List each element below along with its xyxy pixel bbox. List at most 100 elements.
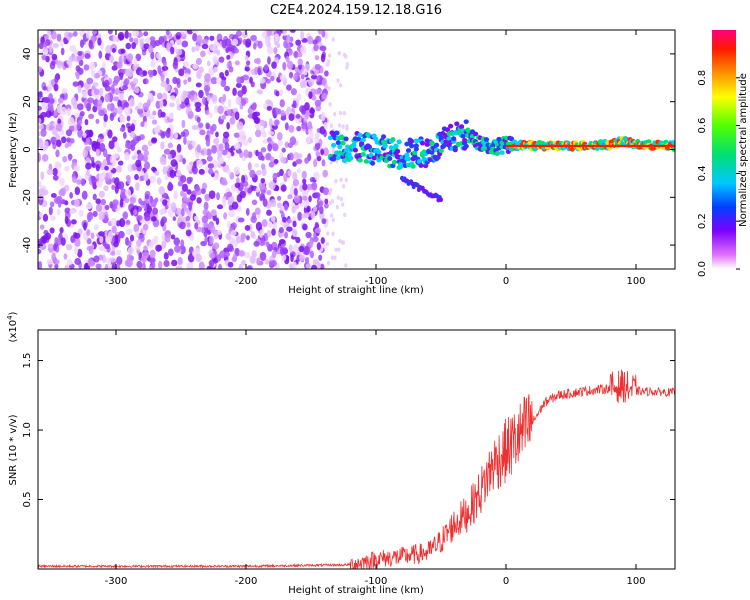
spectrogram-noise-cell	[124, 152, 130, 161]
spectrogram-noise-cell	[48, 206, 53, 216]
spectrogram-noise-cell	[127, 240, 132, 247]
spectrogram-noise-cell	[288, 152, 294, 161]
spectrogram-noise-cell	[88, 245, 94, 255]
spectrogram-noise-cell	[266, 189, 272, 196]
spectrogram-noise-cell	[236, 76, 242, 84]
spectrogram-noise-cell	[302, 178, 307, 185]
spectrogram-noise-cell	[276, 172, 281, 178]
spectrogram-noise-cell	[193, 215, 199, 221]
spectrogram-noise-cell	[277, 139, 283, 147]
spectrogram-noise-cell	[263, 30, 268, 36]
spectrogram-noise-cell	[247, 162, 252, 171]
spectrogram-noise-cell	[196, 159, 203, 168]
spectrogram-y-tick-label: -40	[22, 237, 33, 253]
spectrogram-noise-cell	[65, 129, 73, 137]
spectrogram-noise-cell	[201, 38, 209, 45]
spectrogram-noise-cell	[155, 244, 162, 252]
spectrogram-noise-cell	[280, 115, 287, 121]
spectrogram-noise-cell	[335, 205, 340, 210]
spectrogram-noise-cell	[179, 103, 186, 109]
spectrogram-noise-cell	[282, 30, 287, 37]
spectrogram-tone-cell	[429, 140, 435, 146]
spectrogram-noise-cell	[159, 209, 163, 216]
spectrogram-noise-cell	[161, 92, 168, 102]
spectrogram-noise-cell	[169, 169, 176, 179]
spectrogram-noise-cell	[155, 100, 161, 109]
spectrogram-noise-cell	[295, 113, 301, 119]
spectrogram-noise-cell	[38, 248, 42, 255]
spectrogram-noise-cell	[53, 242, 58, 252]
spectrogram-noise-cell	[238, 250, 245, 257]
spectrogram-noise-cell	[60, 136, 67, 144]
spectrogram-noise-cell	[63, 253, 68, 260]
spectrogram-noise-cell	[223, 212, 228, 220]
spectrogram-noise-cell	[82, 132, 87, 138]
spectrogram-noise-cell	[313, 158, 318, 168]
spectrogram-noise-cell	[201, 43, 209, 50]
spectrogram-noise-cell	[280, 156, 287, 164]
spectrogram-noise-cell	[152, 207, 159, 215]
snr-x-tick-label: -100	[365, 576, 388, 587]
spectrogram-tone-cell	[433, 142, 440, 148]
spectrogram-noise-cell	[187, 143, 193, 151]
spectrogram-noise-cell	[49, 201, 55, 208]
spectrogram-noise-cell	[226, 122, 230, 130]
spectrogram-noise-cell	[221, 180, 228, 186]
spectrogram-noise-cell	[150, 51, 155, 60]
spectrogram-noise-cell	[131, 41, 137, 50]
spectrogram-noise-cell	[129, 234, 135, 242]
spectrogram-noise-cell	[84, 118, 89, 126]
spectrogram-noise-cell	[183, 136, 187, 145]
spectrogram-noise-cell	[84, 53, 91, 59]
spectrogram-noise-cell	[329, 160, 333, 165]
spectrogram-noise-cell	[102, 171, 107, 178]
spectrogram-noise-cell	[159, 156, 167, 165]
spectrogram-noise-cell	[213, 242, 220, 250]
spectrogram-noise-cell	[203, 201, 209, 211]
spectrogram-noise-cell	[49, 44, 53, 53]
spectrogram-noise-cell	[339, 177, 343, 183]
colorbar-label: Normalized spectral amplitude	[738, 73, 749, 227]
spectrogram-noise-cell	[233, 166, 240, 175]
spectrogram-noise-cell	[173, 190, 178, 200]
spectrogram-noise-cell	[187, 76, 192, 83]
spectrogram-noise-cell	[38, 66, 43, 73]
spectrogram-noise-cell	[102, 158, 108, 167]
spectrogram-noise-cell	[199, 129, 206, 136]
spectrogram-tone-cell	[340, 140, 346, 146]
spectrogram-noise-cell	[314, 88, 322, 95]
spectrogram-noise-cell	[132, 77, 139, 85]
spectrogram-noise-cell	[180, 190, 185, 197]
spectrogram-noise-cell	[202, 209, 208, 215]
snr-y-ticks: 0.5 1.0 1.5	[22, 353, 675, 507]
spectrogram-noise-cell	[259, 77, 266, 84]
spectrogram-noise-cell	[180, 239, 185, 249]
spectrogram-noise-cell	[157, 92, 163, 100]
spectrogram-noise-cell	[250, 35, 257, 41]
spectrogram-noise-cell	[66, 243, 73, 251]
spectrogram-noise-cell	[266, 105, 272, 111]
spectrogram-noise-cell	[218, 143, 224, 151]
spectrogram-tone-cell	[423, 163, 429, 169]
spectrogram-noise-cell	[189, 233, 195, 242]
spectrogram-noise-cell	[186, 164, 192, 172]
spectrogram-tone-cell	[363, 159, 369, 164]
spectrogram-noise-cell	[309, 107, 316, 114]
colorbar-ticks: 0.0 0.2 0.4 0.6 0.8	[697, 70, 740, 277]
spectrogram-noise-cell	[254, 66, 258, 75]
spectrogram-noise-cell	[287, 194, 293, 200]
spectrogram-noise-cell	[120, 188, 127, 198]
spectrogram-noise-cell	[161, 65, 169, 71]
spectrogram-noise-cell	[172, 216, 177, 222]
spectrogram-noise-cell	[73, 124, 78, 133]
spectrogram-noise-cell	[114, 234, 119, 244]
spectrogram-tone-cell	[438, 135, 444, 141]
spectrogram-noise-cell	[132, 30, 139, 37]
spectrogram-noise-cell	[90, 69, 96, 77]
spectrogram-noise-cell	[300, 31, 305, 40]
spectrogram-noise-cell	[118, 181, 125, 190]
spectrogram-noise-cell	[206, 155, 213, 162]
spectrogram-noise-cell	[236, 121, 244, 131]
spectrogram-noise-cell	[105, 44, 113, 54]
spectrogram-noise-cell	[140, 121, 145, 128]
